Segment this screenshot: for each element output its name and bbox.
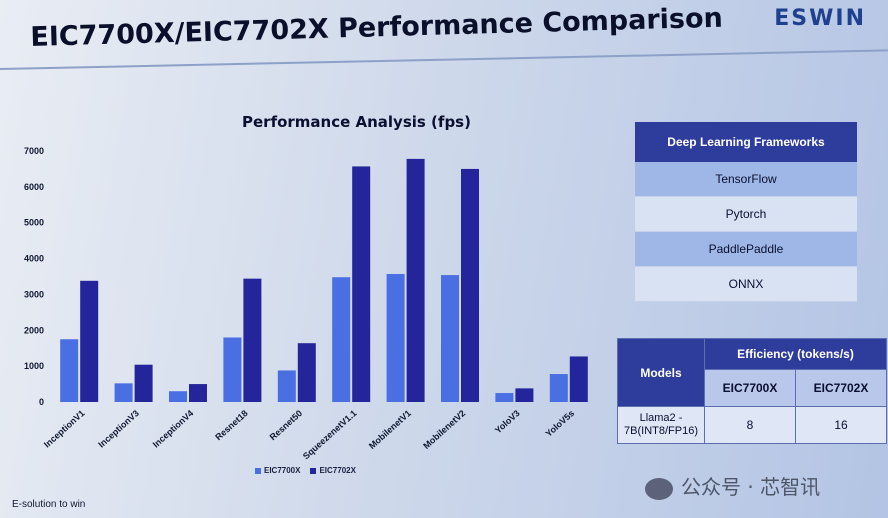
bar-eic7700x-inceptionv4 <box>169 391 187 402</box>
y-tick-label: 5000 <box>24 218 44 228</box>
watermark: 公众号 · 芯智讯 <box>645 471 820 500</box>
efficiency-value-eic7702x: 16 <box>794 406 888 444</box>
framework-item: PaddlePaddle <box>635 231 857 267</box>
x-tick-label: YoloV5s <box>544 408 577 439</box>
slide-title: EIC7700X/EIC7702X Performance Comparison <box>30 2 724 53</box>
bar-eic7702x-yolov3 <box>515 388 534 402</box>
footer-tagline: E-solution to win <box>12 499 86 510</box>
bar-eic7700x-resnet50 <box>277 370 296 402</box>
bar-eic7700x-mobilenetv1 <box>386 273 405 402</box>
y-tick-label: 2000 <box>24 325 44 335</box>
x-tick-label: SqueezenetV1.1 <box>301 408 359 461</box>
chart-title: Performance Analysis (fps) <box>242 113 471 131</box>
framework-item: TensorFlow <box>635 162 857 197</box>
bar-eic7700x-yolov3 <box>495 393 514 402</box>
bar-eic7700x-mobilenetv2 <box>441 275 459 402</box>
legend-label-eic7702x: EIC7702X <box>319 466 356 475</box>
wechat-icon <box>645 477 673 500</box>
bar-eic7702x-resnet50 <box>297 343 316 402</box>
bar-eic7700x-inceptionv1 <box>60 339 79 402</box>
y-tick-label: 6000 <box>24 182 44 192</box>
bar-eic7702x-resnet18 <box>243 278 262 402</box>
y-tick-label: 4000 <box>24 254 44 264</box>
x-tick-label: Resnet18 <box>213 408 249 442</box>
title-divider <box>0 49 888 70</box>
legend-item-eic7700x: EIC7700X <box>255 466 300 475</box>
y-tick-label: 3000 <box>24 289 44 299</box>
x-tick-label: MobilenetV1 <box>367 408 413 451</box>
bar-eic7700x-inceptionv3 <box>114 383 133 402</box>
bar-eic7702x-inceptionv4 <box>189 384 207 402</box>
frameworks-table: Deep Learning Frameworks TensorFlow Pyto… <box>635 122 857 302</box>
watermark-text: 公众号 · 芯智讯 <box>681 475 821 499</box>
brand-logo: ESWIN <box>774 6 866 31</box>
x-tick-label: MobilenetV2 <box>421 408 467 451</box>
y-tick-label: 1000 <box>24 361 44 371</box>
chart-legend: EIC7700X EIC7702X <box>255 466 356 475</box>
y-tick-label: 7000 <box>24 146 44 156</box>
x-tick-label: InceptionV1 <box>42 408 87 450</box>
model-name-line2: 7B(INT8/FP16) <box>624 425 698 437</box>
x-tick-label: InceptionV3 <box>96 408 141 450</box>
x-tick-label: Resnet50 <box>268 408 304 442</box>
y-tick-label: 0 <box>39 397 44 407</box>
framework-item: Pytorch <box>635 196 857 232</box>
legend-swatch-eic7700x <box>255 467 261 474</box>
frameworks-header: Deep Learning Frameworks <box>635 122 857 162</box>
models-header: Models <box>617 338 705 407</box>
efficiency-col-eic7700x: EIC7700X <box>704 369 796 407</box>
bar-eic7702x-inceptionv1 <box>80 280 99 402</box>
bar-eic7702x-yolov5s <box>569 356 588 402</box>
bar-eic7702x-inceptionv3 <box>134 364 153 402</box>
legend-swatch-eic7702x <box>310 467 317 474</box>
bar-chart: 0 1000 2000 3000 4000 5000 6000 7000 InceptionV1… <box>24 146 588 461</box>
bar-eic7702x-mobilenetv1 <box>406 158 425 402</box>
bar-eic7702x-squeezenetv1-1 <box>352 166 371 402</box>
bar-eic7700x-squeezenetv1-1 <box>332 277 351 402</box>
x-tick-label: YoloV3 <box>493 408 522 435</box>
framework-item: ONNX <box>635 266 857 302</box>
bar-eic7700x-yolov5s <box>549 374 568 402</box>
model-name: Llama2 - 7B(INT8/FP16) <box>617 406 705 444</box>
efficiency-header: Efficiency (tokens/s) <box>704 338 887 370</box>
model-name-line1: Llama2 - <box>639 412 683 424</box>
efficiency-table: Models Efficiency (tokens/s) EIC7700X EI… <box>617 338 888 444</box>
legend-item-eic7702x: EIC7702X <box>310 466 356 475</box>
x-tick-label: InceptionV4 <box>151 408 196 450</box>
bar-eic7702x-mobilenetv2 <box>461 168 479 402</box>
efficiency-col-eic7702x: EIC7702X <box>794 369 888 407</box>
efficiency-value-eic7700x: 8 <box>704 406 796 444</box>
legend-label-eic7700x: EIC7700X <box>264 466 301 475</box>
bar-eic7700x-resnet18 <box>223 337 242 402</box>
